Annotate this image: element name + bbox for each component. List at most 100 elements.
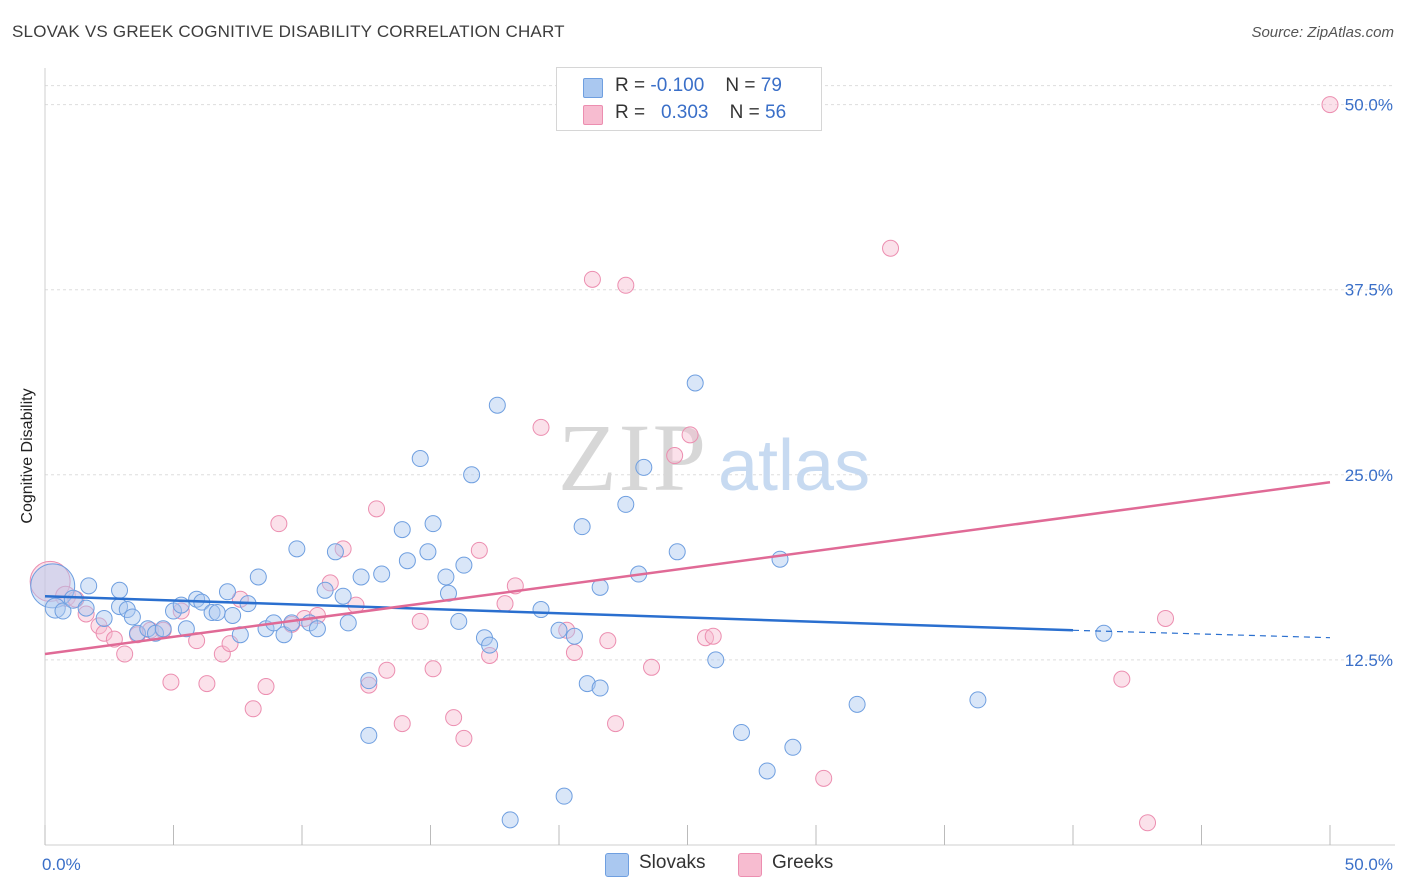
slovaks-point [326, 543, 344, 561]
slovaks-points [30, 374, 1113, 829]
slovaks-point [668, 543, 686, 561]
slovaks-point [488, 396, 506, 414]
slovaks-point [352, 568, 370, 586]
slovaks-point [617, 495, 635, 513]
y-axis-label: Cognitive Disability [19, 388, 36, 524]
greeks-point [1113, 670, 1131, 688]
x-tick-label-max: 50.0% [1345, 855, 1393, 874]
greeks-point [198, 675, 216, 693]
correlation-legend: R = -0.100 N = 79 R = 0.303 N = 56 [556, 67, 822, 131]
slovaks-point [532, 601, 550, 619]
slovaks-point [969, 691, 987, 709]
greeks-point [583, 270, 601, 288]
slovaks-point [154, 620, 172, 638]
greeks-point [599, 632, 617, 650]
source-label: Source: ZipAtlas.com [1251, 24, 1394, 41]
slovaks-point [360, 726, 378, 744]
slovaks-point [111, 581, 129, 599]
greeks-point [681, 426, 699, 444]
greeks-point [1321, 96, 1339, 114]
slovaks-point [848, 695, 866, 713]
slovaks-point [80, 577, 98, 595]
greeks-point [470, 541, 488, 559]
slovaks-point [54, 602, 72, 620]
n-value-slovaks: 79 [760, 75, 782, 96]
n-label: N = [729, 102, 760, 123]
greeks-point [244, 700, 262, 718]
greeks-point [496, 595, 514, 613]
slovaks-point [249, 568, 267, 586]
slovaks-legend-swatch [605, 853, 629, 877]
slovaks-point [463, 466, 481, 484]
greeks-point [617, 276, 635, 294]
greeks-legend-swatch [738, 853, 762, 877]
slovaks-point [373, 565, 391, 583]
greeks-point [666, 447, 684, 465]
y-tick-label: 12.5% [1345, 651, 1393, 670]
slovaks-point [288, 540, 306, 558]
greeks-point [141, 621, 159, 639]
greeks-point [95, 624, 113, 642]
greeks-point [368, 500, 386, 518]
n-value-greeks: 56 [765, 102, 787, 123]
slovaks-point [208, 604, 226, 622]
greeks-point [393, 715, 411, 733]
y-tick-label: 25.0% [1345, 466, 1393, 485]
greeks-point [360, 676, 378, 694]
greeks-point [77, 605, 95, 623]
r-value-slovaks: -0.100 [650, 75, 705, 96]
greeks-point [116, 645, 134, 663]
slovaks-trend-extension [1072, 629, 1331, 639]
slovaks-point [177, 620, 195, 638]
grid-lines [45, 85, 1395, 661]
slovaks-point [203, 604, 221, 622]
greeks-points [29, 96, 1339, 832]
greeks-point [162, 673, 180, 691]
greeks-point [29, 560, 71, 602]
greeks-point [565, 644, 583, 661]
slovaks-point [334, 587, 352, 605]
greeks-trend-line [44, 480, 1331, 656]
watermark: ZIP atlas [558, 404, 870, 511]
slovaks-point [95, 609, 113, 627]
greeks-swatch [583, 105, 603, 125]
slovaks-point [188, 590, 206, 608]
tick-labels: 12.5% 25.0% 37.5% 50.0% 0.0% 50.0% [42, 96, 1393, 874]
greeks-point [643, 658, 661, 676]
slovaks-point [218, 583, 236, 601]
slovaks-point [63, 589, 83, 609]
slovaks-point [573, 518, 591, 536]
slovaks-point [501, 811, 519, 829]
greeks-point [445, 709, 463, 727]
greeks-point [257, 678, 275, 696]
slovaks-point [398, 552, 416, 570]
slovaks-point [450, 612, 468, 630]
slovaks-point [437, 568, 455, 586]
y-tick-label: 37.5% [1345, 281, 1393, 300]
watermark-atlas: atlas [718, 426, 870, 506]
slovaks-point [308, 620, 326, 638]
slovaks-point [77, 599, 95, 617]
slovaks-point [123, 608, 141, 626]
watermark-zip: ZIP [558, 404, 708, 511]
slovaks-point [784, 738, 802, 756]
slovaks-trend-line [44, 594, 1074, 632]
greeks-point [532, 418, 550, 436]
slovaks-point [419, 543, 437, 561]
greeks-point [411, 612, 429, 630]
slovaks-point [360, 672, 378, 690]
greeks-point [378, 661, 396, 679]
greeks-point [815, 769, 833, 787]
slovaks-point [316, 581, 334, 599]
greeks-point [882, 239, 900, 257]
y-tick-label: 50.0% [1345, 96, 1393, 115]
slovaks-point [393, 521, 411, 539]
slovaks-point [591, 679, 609, 697]
greeks-point [270, 515, 288, 533]
slovaks-legend-label: Slovaks [639, 852, 706, 873]
chart-title: SLOVAK VS GREEK COGNITIVE DISABILITY COR… [12, 22, 565, 41]
greeks-point [607, 715, 625, 733]
n-label: N = [725, 75, 756, 96]
slovaks-point [771, 550, 789, 568]
